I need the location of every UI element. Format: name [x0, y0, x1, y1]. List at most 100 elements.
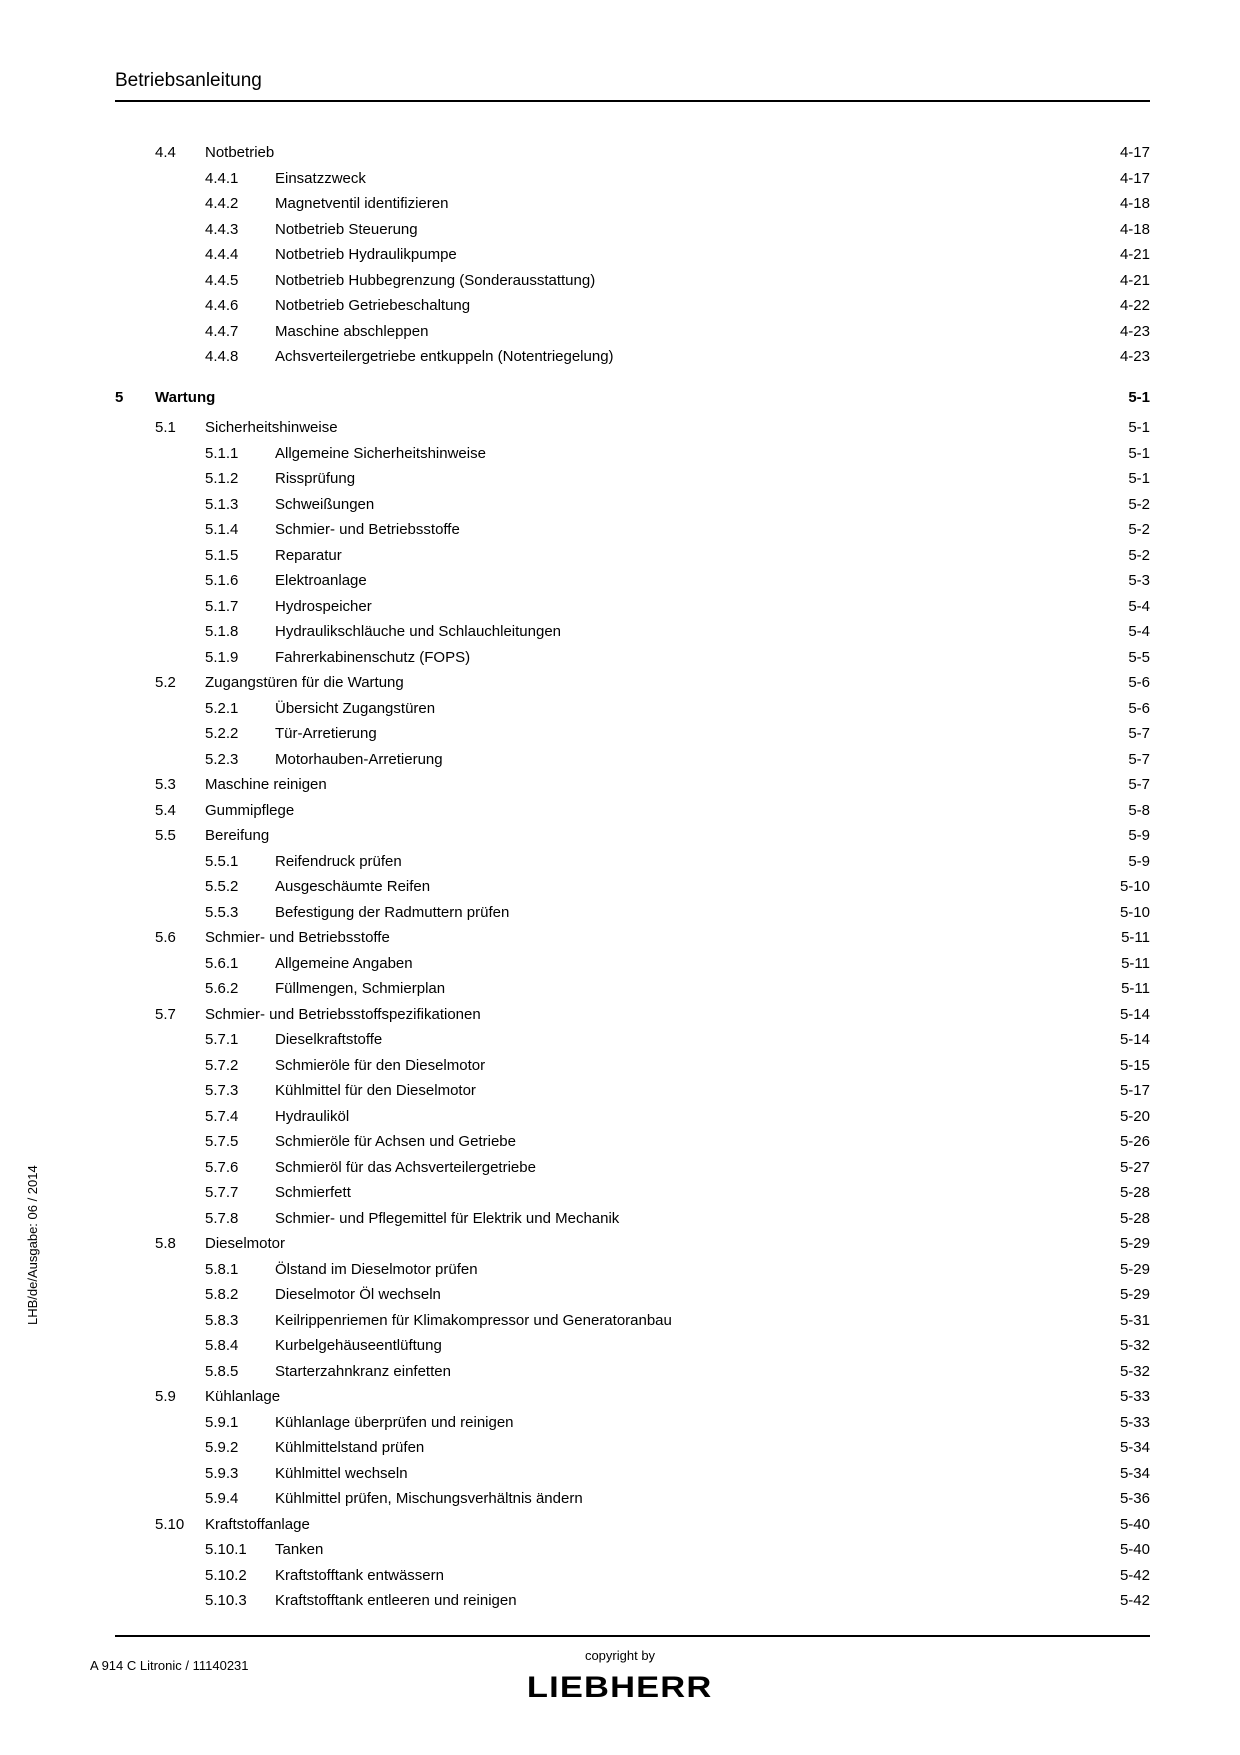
toc-page-num: 4-21	[1105, 270, 1150, 293]
toc-entry: 4.4.5Notbetrieb Hubbegrenzung (Sonderaus…	[115, 270, 1150, 293]
toc-entry: 5.1.2Rissprüfung5-1	[115, 468, 1150, 491]
toc-entry: 4.4.6Notbetrieb Getriebeschaltung4-22	[115, 295, 1150, 318]
toc-page-num: 5-8	[1105, 800, 1150, 823]
toc-title: Motorhauben-Arretierung	[275, 749, 443, 772]
toc-title: Kühlmittel für den Dieselmotor	[275, 1080, 476, 1103]
toc-entry: 5.7.2Schmieröle für den Dieselmotor5-15	[115, 1055, 1150, 1078]
toc-title: Hydrauliköl	[275, 1106, 349, 1129]
toc-subsection-num: 5.9.2	[205, 1437, 275, 1460]
toc-title: Notbetrieb Getriebeschaltung	[275, 295, 470, 318]
toc-subsection-num: 5.7.5	[205, 1131, 275, 1154]
toc-entry: 5.6.1Allgemeine Angaben5-11	[115, 953, 1150, 976]
toc-subsection-num: 4.4.6	[205, 295, 275, 318]
toc-page-num: 5-29	[1105, 1259, 1150, 1282]
toc-title: Kühlmittel wechseln	[275, 1463, 408, 1486]
toc-page-num: 5-6	[1105, 672, 1150, 695]
toc-title: Achsverteilergetriebe entkuppeln (Notent…	[275, 346, 614, 369]
toc-title: Hydraulikschläuche und Schlauchleitungen	[275, 621, 561, 644]
toc-title: Dieselkraftstoffe	[275, 1029, 382, 1052]
toc-page-num: 5-14	[1105, 1004, 1150, 1027]
toc-section-num: 5.7	[155, 1004, 205, 1027]
toc-section-num: 5.3	[155, 774, 205, 797]
toc-title: Notbetrieb Hubbegrenzung (Sonderausstatt…	[275, 270, 595, 293]
toc-page-num: 5-7	[1105, 723, 1150, 746]
toc-entry: 5.9Kühlanlage5-33	[115, 1386, 1150, 1409]
toc-page-num: 4-23	[1105, 321, 1150, 344]
toc-entry: 5.7.4Hydrauliköl5-20	[115, 1106, 1150, 1129]
toc-entry: 5.9.4Kühlmittel prüfen, Mischungsverhält…	[115, 1488, 1150, 1511]
toc-subsection-num: 5.10.3	[205, 1590, 275, 1613]
toc-title: Keilrippenriemen für Klimakompressor und…	[275, 1310, 672, 1333]
copyright-text: copyright by	[90, 1648, 1150, 1663]
toc-title: Notbetrieb Hydraulikpumpe	[275, 244, 457, 267]
toc-subsection-num: 5.1.6	[205, 570, 275, 593]
toc-entry: 4.4.2Magnetventil identifizieren4-18	[115, 193, 1150, 216]
toc-subsection-num: 5.7.3	[205, 1080, 275, 1103]
toc-entry: 5.1.7Hydrospeicher5-4	[115, 596, 1150, 619]
toc-title: Füllmengen, Schmierplan	[275, 978, 445, 1001]
toc-page-num: 5-28	[1105, 1208, 1150, 1231]
toc-title: Kraftstoffanlage	[205, 1514, 310, 1537]
toc-page-num: 5-34	[1105, 1463, 1150, 1486]
toc-page-num: 5-14	[1105, 1029, 1150, 1052]
toc-title: Tür-Arretierung	[275, 723, 377, 746]
toc-entry: 5.5.1Reifendruck prüfen5-9	[115, 851, 1150, 874]
toc-page-num: 5-10	[1105, 876, 1150, 899]
toc-subsection-num: 5.7.1	[205, 1029, 275, 1052]
toc-entry: 5.10.1Tanken5-40	[115, 1539, 1150, 1562]
toc-page-num: 4-23	[1105, 346, 1150, 369]
toc-section-num: 5.1	[155, 417, 205, 440]
toc-entry: 4.4Notbetrieb4-17	[115, 142, 1150, 165]
toc-page-num: 5-33	[1105, 1386, 1150, 1409]
toc-subsection-num: 4.4.5	[205, 270, 275, 293]
toc-entry: 5.2.2Tür-Arretierung5-7	[115, 723, 1150, 746]
toc-page-num: 5-1	[1105, 417, 1150, 440]
toc-section-num: 5.4	[155, 800, 205, 823]
toc-entry: 5.5.2Ausgeschäumte Reifen5-10	[115, 876, 1150, 899]
toc-page-num: 5-4	[1105, 596, 1150, 619]
toc-entry: 5.1.1Allgemeine Sicherheitshinweise5-1	[115, 443, 1150, 466]
toc-page-num: 5-42	[1105, 1590, 1150, 1613]
toc-subsection-num: 5.1.4	[205, 519, 275, 542]
toc-entry: 5.10Kraftstoffanlage5-40	[115, 1514, 1150, 1537]
toc-entry: 5.3Maschine reinigen5-7	[115, 774, 1150, 797]
toc-title: Dieselmotor Öl wechseln	[275, 1284, 441, 1307]
toc-title: Notbetrieb	[205, 142, 274, 165]
toc-entry: 5.7.5Schmieröle für Achsen und Getriebe5…	[115, 1131, 1150, 1154]
toc-title: Zugangstüren für die Wartung	[205, 672, 404, 695]
toc-entry: 5.7.3Kühlmittel für den Dieselmotor 5-17	[115, 1080, 1150, 1103]
toc-entry: 5.6.2Füllmengen, Schmierplan5-11	[115, 978, 1150, 1001]
toc-entry: 5.10.3Kraftstofftank entleeren und reini…	[115, 1590, 1150, 1613]
toc-title: Sicherheitshinweise	[205, 417, 338, 440]
toc-subsection-num: 5.8.2	[205, 1284, 275, 1307]
header-title: Betriebsanleitung	[115, 70, 1150, 92]
toc-page-num: 5-9	[1105, 825, 1150, 848]
toc-entry: 5.1.5Reparatur5-2	[115, 545, 1150, 568]
toc-page-num: 5-11	[1105, 953, 1150, 976]
toc-subsection-num: 5.1.3	[205, 494, 275, 517]
toc-title: Hydrospeicher	[275, 596, 372, 619]
toc-page-num: 5-33	[1105, 1412, 1150, 1435]
toc-page-num: 5-1	[1105, 387, 1150, 410]
toc-page-num: 5-17	[1105, 1080, 1150, 1103]
toc-entry: 5.9.3Kühlmittel wechseln5-34	[115, 1463, 1150, 1486]
toc-page-num: 5-31	[1105, 1310, 1150, 1333]
toc-chapter-num: 5	[115, 387, 155, 410]
toc-section-num: 5.2	[155, 672, 205, 695]
toc-page-num: 5-34	[1105, 1437, 1150, 1460]
toc-entry: 5.7.1Dieselkraftstoffe 5-14	[115, 1029, 1150, 1052]
toc-entry: 5.4Gummipflege5-8	[115, 800, 1150, 823]
toc-entry: 5.8.5Starterzahnkranz einfetten5-32	[115, 1361, 1150, 1384]
toc-title: Kraftstofftank entleeren und reinigen	[275, 1590, 517, 1613]
toc-subsection-num: 4.4.7	[205, 321, 275, 344]
toc-page-num: 5-11	[1105, 978, 1150, 1001]
toc-page-num: 5-36	[1105, 1488, 1150, 1511]
toc-section-num: 5.5	[155, 825, 205, 848]
toc-subsection-num: 5.7.6	[205, 1157, 275, 1180]
toc-subsection-num: 5.9.4	[205, 1488, 275, 1511]
toc-entry: 5.8.1Ölstand im Dieselmotor prüfen5-29	[115, 1259, 1150, 1282]
toc-entry: 5.8.2Dieselmotor Öl wechseln5-29	[115, 1284, 1150, 1307]
toc-page-num: 5-32	[1105, 1361, 1150, 1384]
toc-page-num: 4-17	[1105, 142, 1150, 165]
toc-subsection-num: 5.2.3	[205, 749, 275, 772]
